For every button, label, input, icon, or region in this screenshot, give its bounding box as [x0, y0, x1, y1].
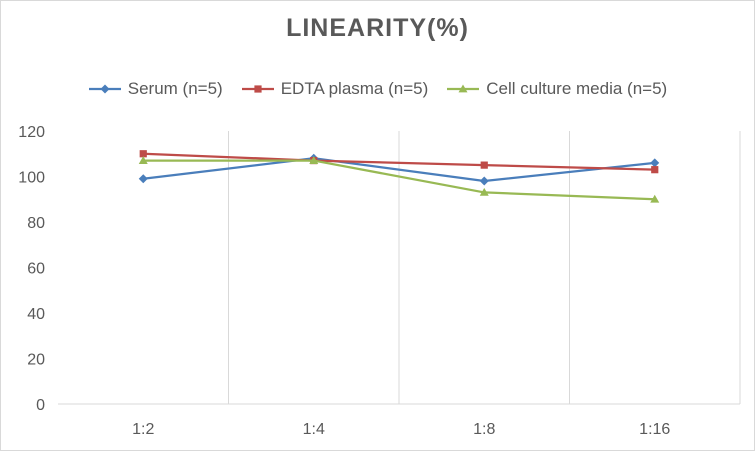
- x-tick-label: 1:4: [303, 421, 325, 438]
- data-point: [139, 150, 147, 158]
- legend-item: Serum (n=5): [88, 79, 223, 99]
- data-point: [479, 176, 489, 186]
- legend-key: [447, 84, 480, 93]
- y-tick-label: 20: [27, 352, 45, 369]
- chart-title: LINEARITY(%): [286, 14, 469, 42]
- chart-legend: Serum (n=5) EDTA plasma (n=5) Cell culture…: [0, 79, 755, 99]
- series-line: [143, 157, 655, 183]
- data-point: [650, 158, 660, 168]
- series-line: [143, 152, 655, 171]
- x-tick-label: 1:8: [473, 421, 495, 438]
- series-line: [143, 159, 655, 201]
- data-point: [479, 187, 489, 196]
- legend-label: Serum (n=5): [127, 79, 223, 98]
- legend-marker: [458, 84, 468, 93]
- x-tick-label: 1:2: [132, 421, 154, 438]
- data-point: [309, 156, 319, 164]
- y-tick-label: 60: [27, 261, 45, 278]
- y-tick-label: 40: [27, 306, 45, 323]
- legend-item: Cell culture media (n=5): [446, 79, 667, 99]
- data-point: [138, 174, 148, 184]
- y-tick-label: 120: [18, 124, 45, 141]
- data-point: [651, 166, 659, 174]
- legend-marker: [254, 85, 262, 93]
- legend-marker: [100, 84, 110, 94]
- data-point: [138, 156, 148, 164]
- x-tick-label: 1:16: [639, 421, 670, 438]
- data-point: [650, 194, 660, 203]
- y-tick-label: 100: [18, 170, 45, 187]
- y-tick-label: 0: [36, 397, 45, 414]
- legend-key: [88, 84, 121, 94]
- legend-key: [241, 85, 274, 93]
- data-point: [480, 161, 488, 169]
- legend-label: Cell culture media (n=5): [486, 79, 668, 98]
- y-tick-label: 80: [27, 215, 45, 232]
- legend-label: EDTA plasma (n=5): [280, 79, 429, 98]
- legend-item: EDTA plasma (n=5): [241, 79, 429, 99]
